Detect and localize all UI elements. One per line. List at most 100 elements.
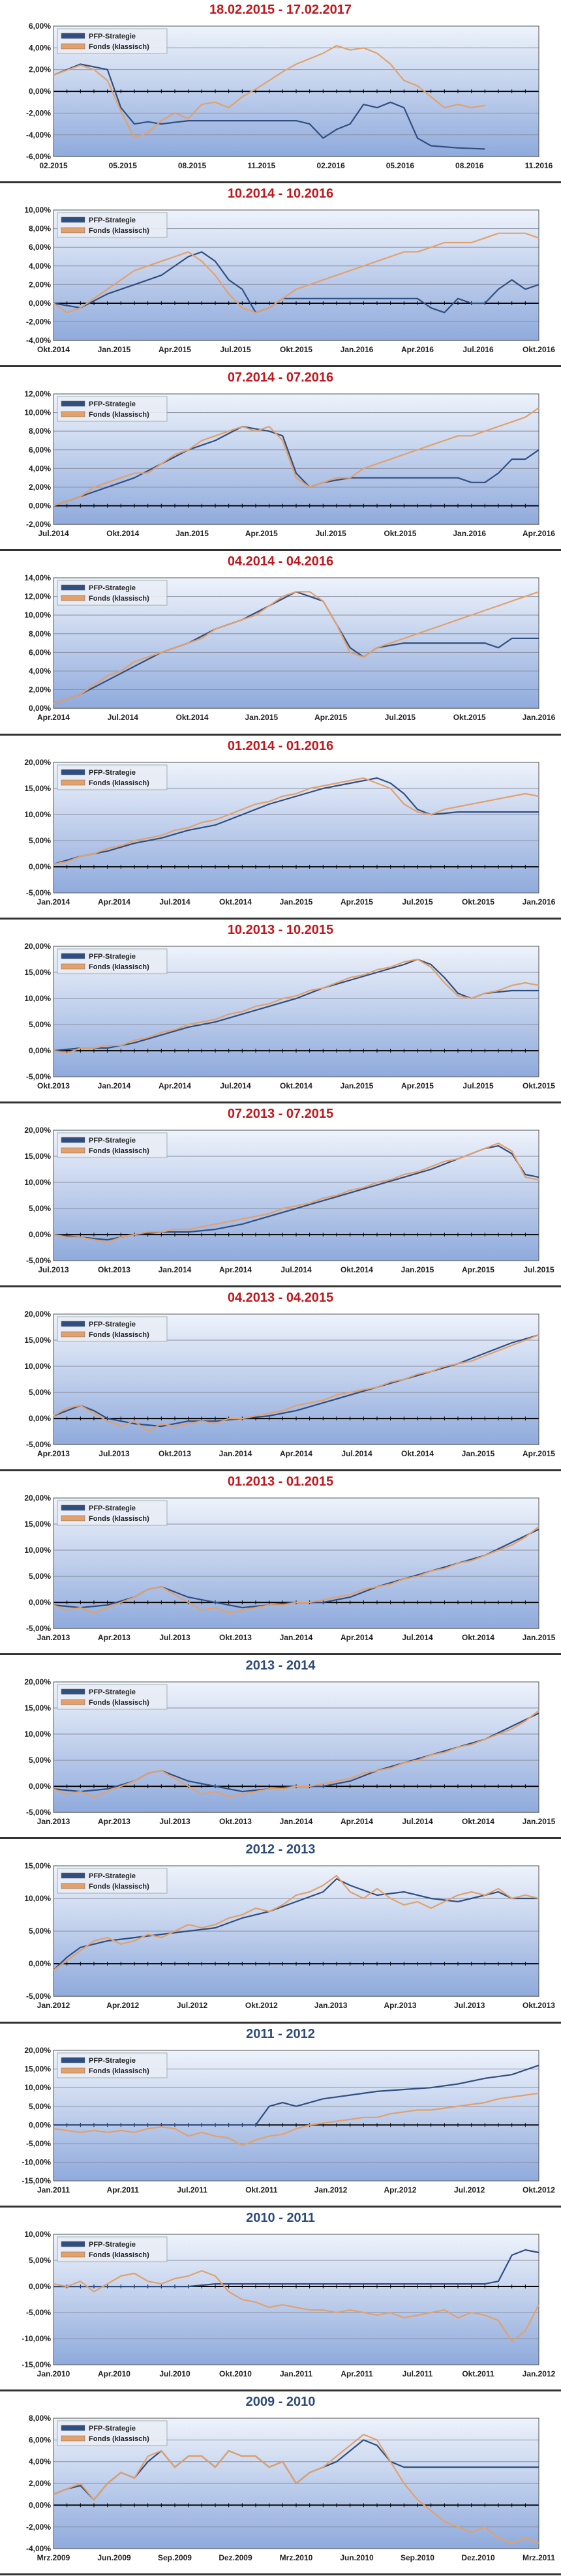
plot-border — [53, 1681, 539, 1813]
x-tick-label: Okt.2013 — [98, 1265, 130, 1274]
legend-label: Fonds (klassisch) — [89, 595, 149, 603]
panel-separator — [0, 549, 561, 552]
x-tick-label: Jan.2012 — [314, 2185, 348, 2194]
x-tick-label: Apr.2012 — [384, 2185, 416, 2194]
x-tick-label: Apr.2014 — [98, 897, 130, 906]
legend-swatch — [61, 1700, 85, 1705]
x-tick-label: Mrz.2010 — [280, 2553, 313, 2562]
y-tick-label: 6,00% — [29, 243, 51, 252]
legend-box — [57, 396, 168, 422]
y-tick-label: 15,00% — [24, 2064, 51, 2073]
y-tick-label: 20,00% — [24, 758, 51, 767]
legend-swatch — [61, 1331, 85, 1338]
plot-border — [53, 2050, 539, 2181]
chart-panel: 01.2013 - 01.2015 20,00% 15,00% 10,00% 5,00%… — [0, 1472, 561, 1656]
y-tick-label: 0,00% — [29, 1598, 51, 1607]
y-tick-label: -10,00% — [22, 2157, 51, 2166]
chart-title: 07.2014 - 07.2016 — [227, 370, 334, 385]
y-tick-label: 4,00% — [29, 43, 51, 52]
chart-panel: 2011 - 2012 20,00% 15,00% 10,00% 5,00% 0,00% -… — [0, 2024, 561, 2208]
y-tick-label: 6,00% — [29, 648, 51, 657]
chart-title: 2012 - 2013 — [245, 1842, 316, 1857]
x-tick-label: Apr.2011 — [107, 2185, 140, 2194]
chart-svg: 20,00% 15,00% 10,00% 5,00% 0,00% -5,00% PFP-St… — [24, 1126, 554, 1274]
x-tick-label: Okt.2013 — [523, 2001, 555, 2011]
panel-separator — [0, 181, 561, 184]
chart-title: 2010 - 2011 — [246, 2210, 315, 2225]
panel-separator — [0, 2205, 561, 2208]
chart-panel: 2010 - 2011 10,00% 5,00% 0,00% -5,00% -10,00%… — [0, 2208, 561, 2392]
legend-swatch — [61, 1137, 85, 1143]
plot-border — [53, 1130, 539, 1261]
chart-title: 10.2014 - 10.2016 — [227, 187, 334, 202]
y-tick-label: 10,00% — [24, 408, 51, 417]
legend-box — [57, 28, 168, 54]
y-tick-label: 14,00% — [24, 573, 51, 582]
x-tick-label: Apr.2014 — [280, 1449, 312, 1458]
y-tick-label: 5,00% — [29, 1756, 51, 1765]
plot-border — [53, 2234, 539, 2365]
chart-svg: 20,00% 15,00% 10,00% 5,00% 0,00% -5,00% PFP-St… — [24, 1677, 555, 1826]
series-line-fonds — [53, 1710, 539, 1798]
y-tick-label: 6,00% — [29, 22, 51, 31]
x-tick-label: 05.2016 — [386, 161, 415, 170]
panel-separator — [0, 917, 561, 920]
x-tick-label: Okt.2014 — [37, 345, 70, 354]
x-tick-label: Jul.2013 — [99, 1449, 130, 1458]
panel-separator — [0, 2389, 561, 2391]
legend-label: PFP-Strategie — [89, 1137, 136, 1145]
x-tick-label: Jan.2015 — [462, 1449, 495, 1458]
legend-box — [57, 948, 168, 974]
chart-title: 2009 - 2010 — [245, 2394, 316, 2409]
legend-swatch — [61, 779, 85, 785]
y-tick-label: 5,00% — [29, 1926, 51, 1936]
legend-label: PFP-Strategie — [89, 2425, 136, 2433]
chart-panel: 04.2014 - 04.2016 14,00% 12,00% 10,00% 8,00%… — [0, 552, 561, 736]
series-line-fonds — [53, 407, 539, 507]
x-tick-label: Apr.2015 — [341, 897, 373, 906]
panel-separator — [0, 733, 561, 736]
chart-svg: 15,00% 10,00% 5,00% 0,00% -5,00% PFP-Strategi… — [24, 1861, 555, 2011]
chart-svg: 20,00% 15,00% 10,00% 5,00% 0,00% -5,00% PFP-St… — [24, 758, 556, 906]
y-tick-label: 6,00% — [29, 2435, 51, 2444]
y-tick-label: 20,00% — [24, 1126, 51, 1135]
x-tick-label: Jan.2016 — [523, 897, 556, 906]
chart-svg: 8,00% 6,00% 4,00% 2,00% 0,00% -2,00% -4,00% PFP… — [26, 2414, 555, 2562]
x-tick-label: Jan.2012 — [37, 2001, 70, 2011]
x-tick-label: Jul.2012 — [454, 2185, 485, 2194]
legend-swatch — [61, 2425, 85, 2431]
x-tick-label: Jan.2015 — [245, 713, 279, 723]
legend-swatch — [61, 2067, 85, 2073]
x-tick-label: Okt.2012 — [523, 2185, 555, 2194]
y-tick-label: 15,00% — [24, 1703, 51, 1713]
chart-svg: 20,00% 15,00% 10,00% 5,00% 0,00% -5,00% PFP-St… — [24, 1493, 555, 1642]
chart-title: 01.2014 - 01.2016 — [227, 738, 334, 753]
x-tick-label: Okt.2014 — [462, 1817, 494, 1826]
chart-svg: 10,00% 5,00% 0,00% -5,00% -10,00% -15,00% PFP-… — [22, 2230, 555, 2378]
legend-swatch — [61, 595, 85, 601]
x-tick-label: Apr.2014 — [341, 1817, 373, 1826]
x-tick-label: Apr.2013 — [98, 1633, 130, 1642]
x-tick-label: Apr.2015 — [462, 1265, 494, 1274]
y-tick-label: 2,00% — [29, 483, 51, 492]
panel-separator — [0, 1653, 561, 1656]
chart-panel: 07.2013 - 07.2015 20,00% 15,00% 10,00% 5,00%… — [0, 1104, 561, 1288]
x-tick-label: Apr.2013 — [384, 2001, 416, 2011]
plot-border — [53, 946, 539, 1077]
x-tick-label: Apr.2013 — [98, 1817, 130, 1826]
legend-label: PFP-Strategie — [89, 953, 136, 961]
x-tick-label: Okt.2013 — [37, 1081, 70, 1090]
y-tick-label: 10,00% — [24, 1362, 51, 1371]
legend-swatch — [61, 33, 85, 39]
x-tick-label: Jul.2013 — [159, 1633, 190, 1642]
chart-title: 2013 - 2014 — [245, 1658, 316, 1673]
legend-swatch — [61, 963, 85, 969]
legend-swatch — [61, 585, 85, 591]
series-line-fonds — [53, 232, 539, 314]
x-tick-label: Jul.2013 — [159, 1817, 190, 1826]
legend-swatch — [61, 1873, 85, 1879]
panel-separator — [0, 2573, 561, 2575]
y-tick-label: -6,00% — [26, 152, 51, 161]
panel-separator — [0, 2021, 561, 2024]
x-tick-label: Jun.2010 — [340, 2553, 374, 2562]
